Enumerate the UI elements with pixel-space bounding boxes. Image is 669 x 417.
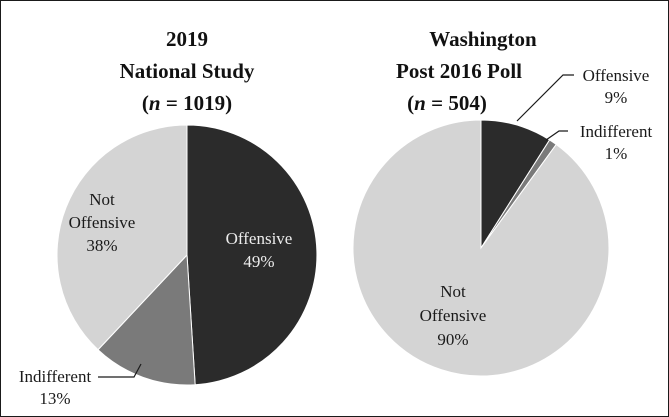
right-not-offensive-slice	[352, 119, 610, 377]
right-title-line-2: Post 2016 Poll	[396, 59, 522, 83]
right-offensive-pct: 9%	[605, 88, 628, 107]
right-indifferent-pct: 1%	[605, 144, 628, 163]
left-not-offensive-pct: 38%	[86, 236, 117, 255]
left-title-line-2: National Study	[120, 59, 255, 83]
right-title-line-1: Washington	[429, 27, 537, 51]
left-not-offensive-label-1: Not	[89, 190, 115, 209]
left-sample-size: (n = 1019)	[142, 91, 232, 115]
left-indifferent-pct: 13%	[39, 389, 70, 408]
right-not-offensive-pct: 90%	[437, 330, 468, 349]
left-offensive-label: Offensive	[226, 229, 293, 248]
left-indifferent-leader-line	[98, 363, 142, 378]
left-offensive-slice	[186, 124, 318, 386]
right-indifferent-label: Indifferent	[580, 122, 653, 141]
right-indifferent-leader-line	[545, 130, 568, 141]
right-pie-slices	[352, 119, 610, 377]
left-not-offensive-label-2: Offensive	[69, 213, 136, 232]
left-pie-chart: 2019 National Study (n = 1019) Offensive…	[19, 27, 318, 408]
left-not-offensive-slice	[56, 124, 188, 351]
left-pie-slices	[56, 124, 318, 386]
right-sample-size: (n = 504)	[407, 91, 487, 115]
right-offensive-label: Offensive	[583, 66, 650, 85]
right-not-offensive-label-1: Not	[440, 282, 466, 301]
left-title-line-1: 2019	[166, 27, 208, 51]
right-pie-chart: Washington Post 2016 Poll (n = 504) Offe…	[352, 27, 653, 377]
left-offensive-pct: 49%	[243, 252, 274, 271]
left-indifferent-slice	[97, 253, 196, 386]
right-offensive-leader-line	[516, 74, 574, 122]
right-not-offensive-label-2: Offensive	[420, 306, 487, 325]
left-indifferent-label: Indifferent	[19, 367, 92, 386]
